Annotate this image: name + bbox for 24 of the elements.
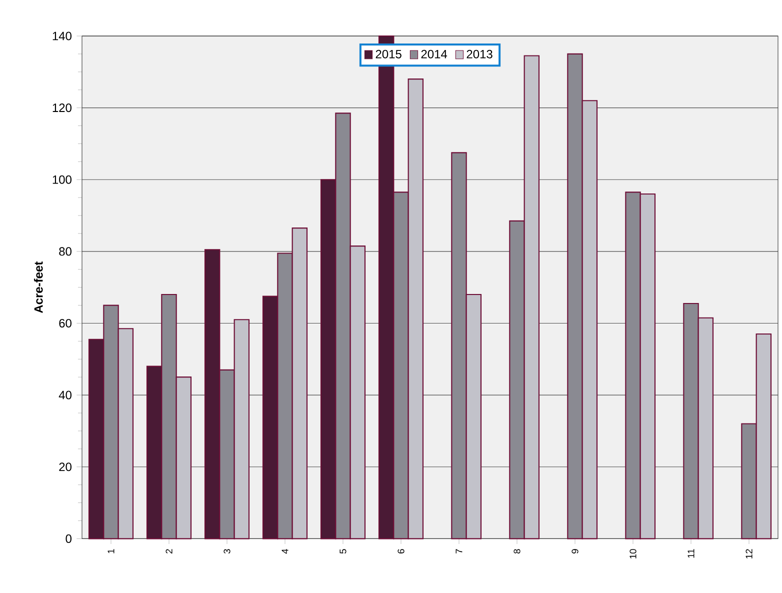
x-tick-label: 3 xyxy=(224,549,230,554)
x-tick-label: 8 xyxy=(514,549,520,554)
x-tick-label: 11 xyxy=(688,549,694,558)
y-tick-label: 120 xyxy=(52,104,72,112)
x-tick-label: 12 xyxy=(746,549,752,558)
x-tick-label: 10 xyxy=(630,549,636,558)
y-tick-label: 40 xyxy=(58,390,72,400)
y-tick-label: 60 xyxy=(59,318,72,328)
legend-label: 2013 xyxy=(466,50,492,58)
y-tick-label: 80 xyxy=(59,247,72,256)
x-tick-label: 5 xyxy=(340,549,346,554)
y-tick-label: 20 xyxy=(59,462,72,472)
legend-label: 2015 xyxy=(376,50,402,58)
x-tick-label: 2 xyxy=(166,549,172,554)
x-tick-label: 4 xyxy=(282,548,288,554)
legend-label: 2014 xyxy=(421,50,448,58)
y-axis-title: Acre-feet xyxy=(34,261,43,314)
x-tick-label: 9 xyxy=(572,549,578,554)
y-tick-label: 100 xyxy=(52,175,72,184)
x-tick-label: 6 xyxy=(398,549,404,554)
x-tick-label: 1 xyxy=(108,549,114,554)
y-tick-label: 140 xyxy=(52,32,72,40)
x-tick-label: 7 xyxy=(456,549,462,554)
y-tick-label: 0 xyxy=(66,534,72,543)
